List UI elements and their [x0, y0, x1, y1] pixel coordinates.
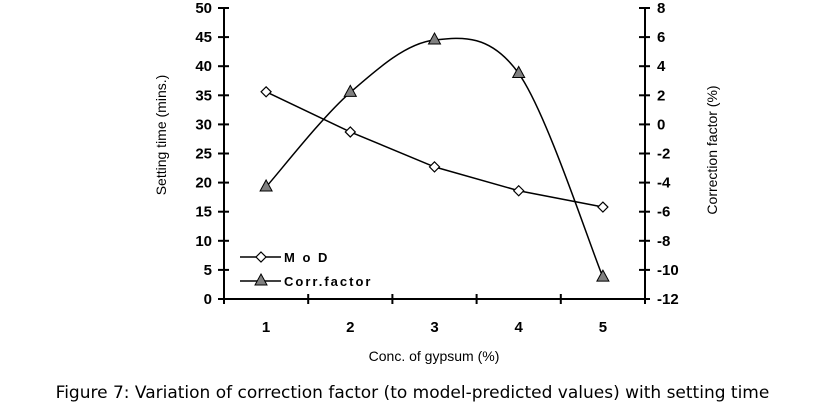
y-tick-label: 35 — [195, 87, 212, 104]
data-point-corr-factor — [427, 31, 442, 45]
data-point-mod — [597, 201, 609, 213]
series-line-mod — [265, 91, 604, 208]
data-point-corr-factor — [511, 65, 526, 78]
legend-triangle-icon — [254, 272, 268, 286]
x-tick-label: 1 — [262, 319, 270, 336]
series-lines — [265, 37, 604, 278]
x-tick-label: 4 — [515, 319, 524, 336]
legend-item-corr: Corr.factor — [240, 272, 372, 289]
y-tick-label: 5 — [204, 262, 212, 279]
y2-tick-label: 2 — [657, 87, 665, 104]
right-axis-ticks: -12 -10 -8 -6 -4 -2 0 2 4 6 8 — [639, 0, 679, 308]
left-axis-ticks: 0 5 10 15 20 25 30 35 40 45 50 — [195, 0, 229, 308]
y2-tick-label: -2 — [657, 146, 670, 163]
data-point-mod — [428, 161, 441, 173]
legend-item-mod: M o D — [240, 250, 329, 265]
legend-label-corr: Corr.factor — [284, 274, 372, 289]
y2-tick-label: 0 — [657, 116, 665, 133]
data-point-mod — [512, 184, 525, 197]
y-tick-label: 0 — [204, 291, 212, 308]
y-tick-label: 40 — [195, 58, 212, 75]
data-point-mod — [260, 85, 272, 98]
data-point-corr-factor — [259, 178, 273, 192]
y-axis-title: Setting time (mins.) — [153, 75, 169, 196]
figure-caption: Figure 7: Variation of correction factor… — [55, 383, 770, 403]
y2-tick-label: -10 — [657, 262, 679, 279]
data-point-corr-factor — [343, 84, 358, 97]
y2-tick-label: 6 — [657, 29, 665, 46]
y-tick-label: 45 — [195, 29, 212, 46]
y2-tick-label: -12 — [657, 291, 679, 308]
y-tick-label: 25 — [195, 146, 212, 163]
series-markers — [259, 31, 610, 282]
y2-tick-label: -8 — [657, 233, 670, 250]
series-line-corr-factor — [265, 37, 604, 278]
y2-tick-label: 8 — [657, 0, 665, 17]
x-tick-label: 5 — [599, 319, 607, 336]
x-axis-title: Conc. of gypsum (%) — [369, 348, 500, 364]
data-point-mod — [344, 126, 357, 138]
legend: M o D Corr.factor — [240, 250, 372, 289]
data-point-corr-factor — [596, 269, 610, 282]
y2-tick-label: -6 — [657, 204, 670, 221]
legend-label-mod: M o D — [284, 250, 329, 265]
axes — [219, 8, 646, 304]
y-tick-label: 20 — [195, 175, 212, 192]
y2-tick-label: 4 — [657, 58, 666, 75]
y-tick-label: 10 — [195, 233, 212, 250]
y2-axis-title: Correction factor (%) — [704, 85, 720, 214]
x-tick-label: 3 — [430, 319, 438, 336]
x-axis-ticks: 1 2 3 4 5 — [262, 294, 607, 336]
y-tick-label: 50 — [195, 0, 212, 17]
y2-tick-label: -4 — [657, 175, 671, 192]
y-tick-label: 30 — [195, 116, 212, 133]
legend-diamond-icon — [255, 251, 267, 263]
x-tick-label: 2 — [346, 319, 354, 336]
y-tick-label: 15 — [195, 204, 212, 221]
